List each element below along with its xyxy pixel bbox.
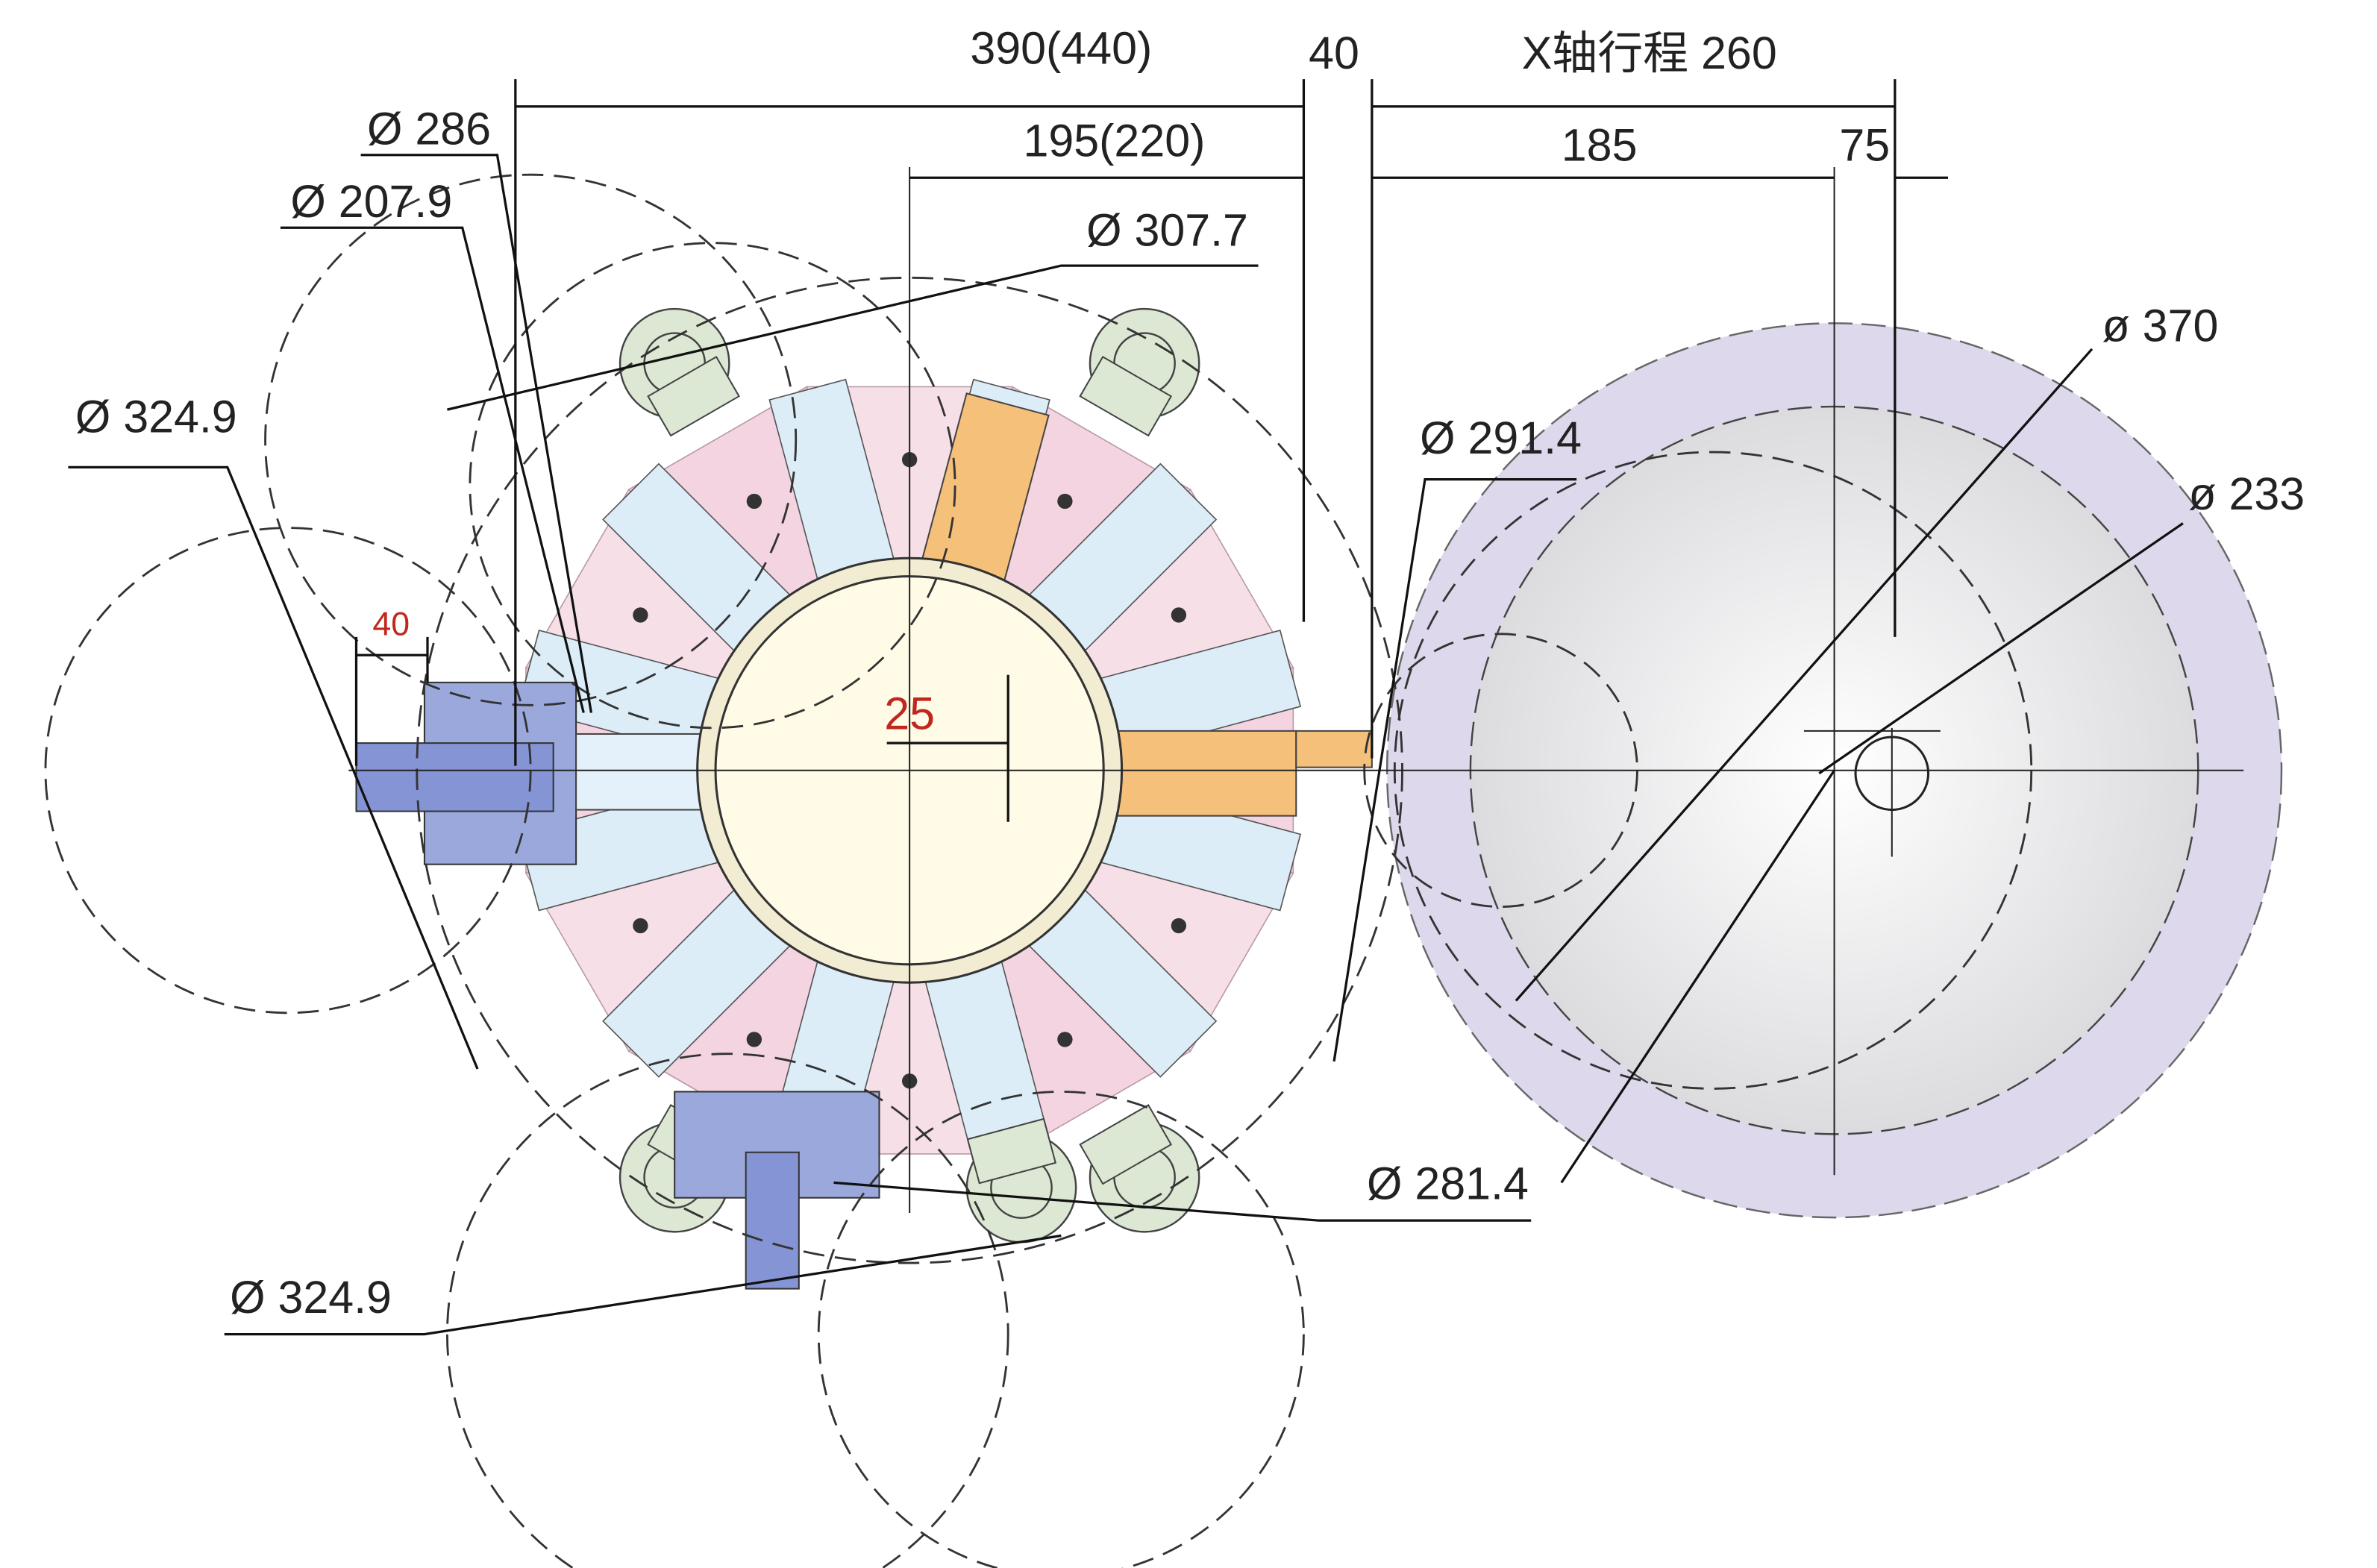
dim-label: 40	[372, 606, 410, 642]
dim-label: 390(440)	[970, 23, 1152, 74]
dim-label: 25	[884, 689, 935, 739]
swing-circle	[469, 242, 956, 730]
diameter-label: Ø 291.4	[1420, 413, 1582, 463]
leader-line	[360, 154, 593, 713]
leader-line	[68, 465, 479, 1070]
tool-boring-bar	[575, 733, 706, 811]
leader-line	[833, 1181, 1532, 1222]
holder-block	[966, 1117, 1057, 1185]
tool-orange-tip	[1295, 730, 1373, 768]
leader-line	[1332, 477, 1577, 1062]
swing-circle	[817, 1091, 1305, 1568]
dim-label: X轴行程 260	[1522, 28, 1777, 78]
diameter-label: ø 370	[2102, 301, 2219, 351]
diameter-label: Ø 324.9	[75, 391, 237, 442]
leader-line	[280, 226, 585, 713]
tool-blue-bar	[745, 1151, 800, 1290]
dim-label: 40	[1309, 28, 1359, 78]
dim-label: 195(220)	[1023, 116, 1205, 166]
dim-label: 75	[1839, 120, 1890, 171]
tool-orange	[1113, 730, 1297, 817]
bolt	[633, 607, 648, 623]
diameter-label: Ø 307.7	[1086, 205, 1248, 256]
leader-line	[1515, 348, 2093, 1002]
dim-label: 185	[1562, 120, 1638, 171]
leader-line	[1560, 769, 1835, 1184]
holder-block	[647, 356, 740, 437]
leader-line	[224, 1234, 1062, 1336]
bolt	[746, 493, 762, 509]
labels: 390(440) 40 X轴行程 260 195(220) 185 75 40 …	[75, 23, 2305, 1323]
bolt	[1057, 1032, 1073, 1047]
bolt	[1057, 493, 1073, 509]
diameter-label: Ø 281.4	[1367, 1158, 1529, 1209]
leader-line	[447, 264, 1259, 411]
bolt	[1171, 918, 1187, 934]
holder-block	[1079, 356, 1173, 437]
swing-circle	[264, 173, 798, 706]
diameter-label: ø 233	[2188, 468, 2305, 519]
bolt	[1171, 607, 1187, 623]
bolt	[746, 1032, 762, 1047]
holder-block	[1079, 1104, 1173, 1185]
geometry	[44, 79, 2283, 1568]
leader-line	[1818, 522, 2184, 775]
swing-circle	[446, 1053, 1009, 1568]
diameter-label: Ø 286	[367, 103, 491, 154]
diameter-label: Ø 207.9	[290, 176, 452, 227]
diameter-label: Ø 324.9	[230, 1272, 392, 1323]
tool-blue-bar	[355, 742, 554, 812]
bolt	[633, 918, 648, 934]
